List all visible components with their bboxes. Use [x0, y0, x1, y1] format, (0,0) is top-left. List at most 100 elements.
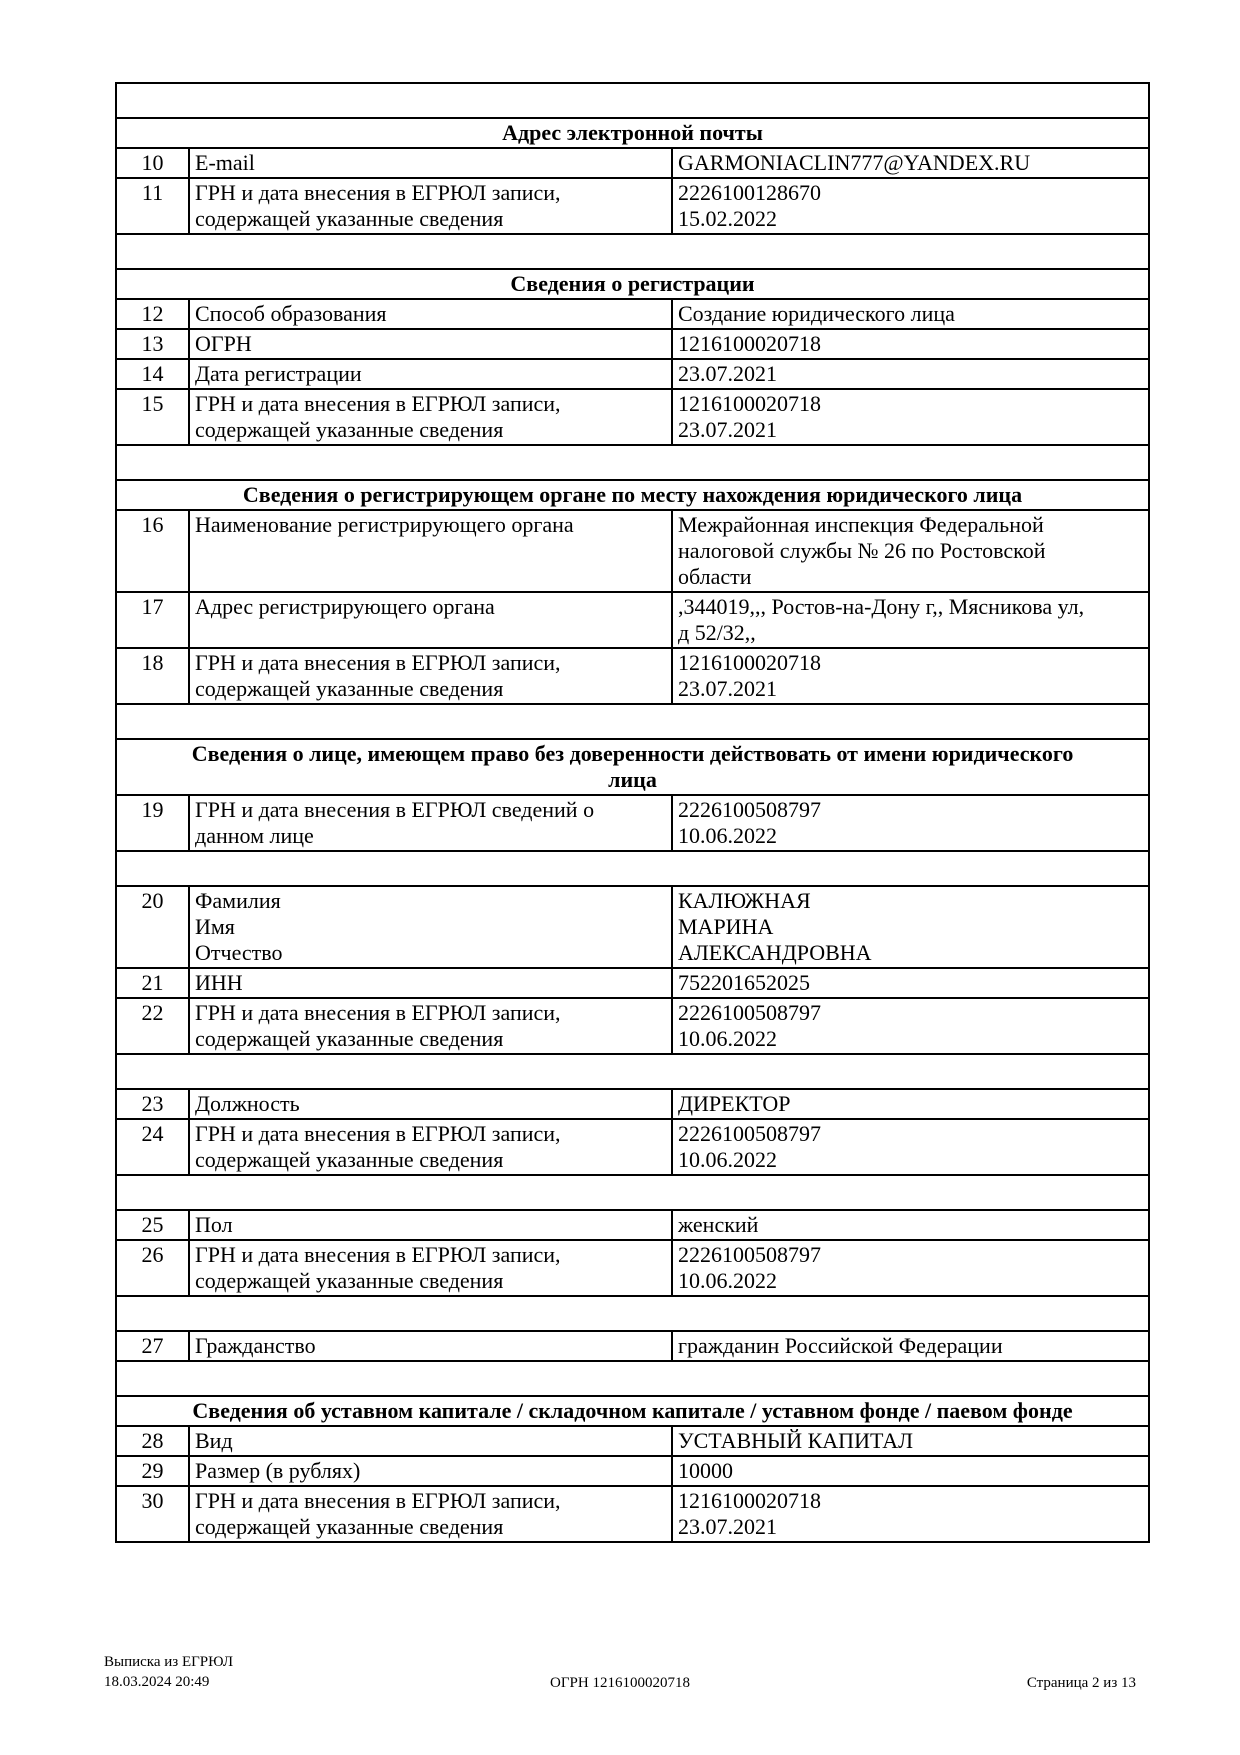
row-label: ГРН и дата внесения в ЕГРЮЛ записи, соде… [188, 1485, 673, 1543]
row-number: 27 [115, 1330, 190, 1362]
section-header: Адрес электронной почты [114, 117, 1151, 149]
spacer-row [114, 1053, 1151, 1090]
section-header: Сведения о лице, имеющем право без довер… [114, 738, 1151, 796]
table-row: 15 ГРН и дата внесения в ЕГРЮЛ записи, с… [115, 388, 1151, 446]
row-label: ГРН и дата внесения в ЕГРЮЛ записи, соде… [188, 647, 673, 705]
spacer-row [114, 1295, 1151, 1332]
spacer-cell [114, 850, 1151, 887]
row-number: 18 [115, 647, 190, 705]
section-header: Сведения о регистрирующем органе по мест… [114, 479, 1151, 511]
table-row: 29 Размер (в рублях) 10000 [115, 1455, 1151, 1487]
table-row: 26 ГРН и дата внесения в ЕГРЮЛ записи, с… [115, 1239, 1151, 1297]
row-value: 23.07.2021 [670, 358, 1151, 390]
row-number: 26 [115, 1239, 190, 1297]
spacer-cell [114, 82, 1151, 119]
row-value: GARMONIACLIN777@YANDEX.RU [670, 147, 1151, 179]
row-value: 2226100128670 15.02.2022 [670, 177, 1151, 235]
footer-left: Выписка из ЕГРЮЛ 18.03.2024 20:49 [104, 1652, 233, 1692]
row-label: Способ образования [188, 298, 673, 330]
section-header-row: Сведения о регистрирующем органе по мест… [114, 479, 1151, 511]
row-number: 11 [115, 177, 190, 235]
spacer-row [114, 1174, 1151, 1211]
row-value: ДИРЕКТОР [670, 1088, 1151, 1120]
footer-page-number: Страница 2 из 13 [1026, 1675, 1136, 1691]
row-value: 1216100020718 [670, 328, 1151, 360]
row-label: ГРН и дата внесения в ЕГРЮЛ записи, соде… [188, 1118, 673, 1176]
row-number: 28 [115, 1425, 190, 1457]
row-number: 15 [115, 388, 190, 446]
row-label: Дата регистрации [188, 358, 673, 390]
row-value: Межрайонная инспекция Федеральной налого… [670, 509, 1151, 593]
footer-generated-datetime: 18.03.2024 20:49 [104, 1674, 210, 1690]
row-value: КАЛЮЖНАЯ МАРИНА АЛЕКСАНДРОВНА [670, 885, 1151, 969]
spacer-row [114, 850, 1151, 887]
row-value: гражданин Российской Федерации [670, 1330, 1151, 1362]
section-header: Сведения об уставном капитале / складочн… [114, 1395, 1151, 1427]
table-row: 19 ГРН и дата внесения в ЕГРЮЛ сведений … [115, 794, 1151, 852]
egrul-table-body: Адрес электронной почты 10 E-mail GARMON… [114, 82, 1151, 1543]
table-row: 13 ОГРН 1216100020718 [115, 328, 1151, 360]
spacer-cell [114, 1174, 1151, 1211]
table-row: 22 ГРН и дата внесения в ЕГРЮЛ записи, с… [115, 997, 1151, 1055]
row-label: Гражданство [188, 1330, 673, 1362]
row-label: ГРН и дата внесения в ЕГРЮЛ записи, соде… [188, 388, 673, 446]
row-number: 19 [115, 794, 190, 852]
row-label: ГРН и дата внесения в ЕГРЮЛ записи, соде… [188, 177, 673, 235]
row-label: ГРН и дата внесения в ЕГРЮЛ сведений о д… [188, 794, 673, 852]
row-value: 2226100508797 10.06.2022 [670, 1239, 1151, 1297]
spacer-cell [114, 1053, 1151, 1090]
row-value: ,344019,,, Ростов-на-Дону г,, Мясникова … [670, 591, 1151, 649]
section-header-row: Сведения о лице, имеющем право без довер… [114, 738, 1151, 796]
page-footer: Выписка из ЕГРЮЛ 18.03.2024 20:49 ОГРН 1… [104, 1652, 1136, 1712]
row-label: Пол [188, 1209, 673, 1241]
spacer-row [114, 82, 1151, 119]
section-header-row: Сведения об уставном капитале / складочн… [114, 1395, 1151, 1427]
table-row: 20 Фамилия Имя Отчество КАЛЮЖНАЯ МАРИНА … [115, 885, 1151, 969]
spacer-row [114, 444, 1151, 481]
row-value: 1216100020718 23.07.2021 [670, 388, 1151, 446]
section-header-row: Адрес электронной почты [114, 117, 1151, 149]
row-label: ГРН и дата внесения в ЕГРЮЛ записи, соде… [188, 1239, 673, 1297]
row-number: 22 [115, 997, 190, 1055]
spacer-cell [114, 703, 1151, 740]
row-number: 30 [115, 1485, 190, 1543]
table-row: 30 ГРН и дата внесения в ЕГРЮЛ записи, с… [115, 1485, 1151, 1543]
table-row: 25 Пол женский [115, 1209, 1151, 1241]
table-row: 11 ГРН и дата внесения в ЕГРЮЛ записи, с… [115, 177, 1151, 235]
row-number: 13 [115, 328, 190, 360]
row-number: 24 [115, 1118, 190, 1176]
row-label: ИНН [188, 967, 673, 999]
row-value: 1216100020718 23.07.2021 [670, 647, 1151, 705]
row-value: 10000 [670, 1455, 1151, 1487]
row-number: 20 [115, 885, 190, 969]
row-number: 12 [115, 298, 190, 330]
table-row: 10 E-mail GARMONIACLIN777@YANDEX.RU [115, 147, 1151, 179]
row-value: 2226100508797 10.06.2022 [670, 794, 1151, 852]
table-row: 12 Способ образования Создание юридическ… [115, 298, 1151, 330]
row-value: 752201652025 [670, 967, 1151, 999]
row-label: Наименование регистрирующего органа [188, 509, 673, 593]
row-number: 17 [115, 591, 190, 649]
row-label: ОГРН [188, 328, 673, 360]
egrul-table: Адрес электронной почты 10 E-mail GARMON… [114, 82, 1151, 1543]
spacer-cell [114, 1360, 1151, 1397]
row-value: УСТАВНЫЙ КАПИТАЛ [670, 1425, 1151, 1457]
spacer-cell [114, 1295, 1151, 1332]
spacer-cell [114, 444, 1151, 481]
section-header-row: Сведения о регистрации [114, 268, 1151, 300]
footer-doc-type: Выписка из ЕГРЮЛ [104, 1654, 233, 1670]
row-number: 23 [115, 1088, 190, 1120]
row-number: 25 [115, 1209, 190, 1241]
spacer-row [114, 1360, 1151, 1397]
row-label: ГРН и дата внесения в ЕГРЮЛ записи, соде… [188, 997, 673, 1055]
row-label: E-mail [188, 147, 673, 179]
table-row: 23 Должность ДИРЕКТОР [115, 1088, 1151, 1120]
table-row: 28 Вид УСТАВНЫЙ КАПИТАЛ [115, 1425, 1151, 1457]
spacer-row [114, 233, 1151, 270]
row-number: 10 [115, 147, 190, 179]
section-header: Сведения о регистрации [114, 268, 1151, 300]
spacer-cell [114, 233, 1151, 270]
row-label: Адрес регистрирующего органа [188, 591, 673, 649]
row-value: 2226100508797 10.06.2022 [670, 997, 1151, 1055]
